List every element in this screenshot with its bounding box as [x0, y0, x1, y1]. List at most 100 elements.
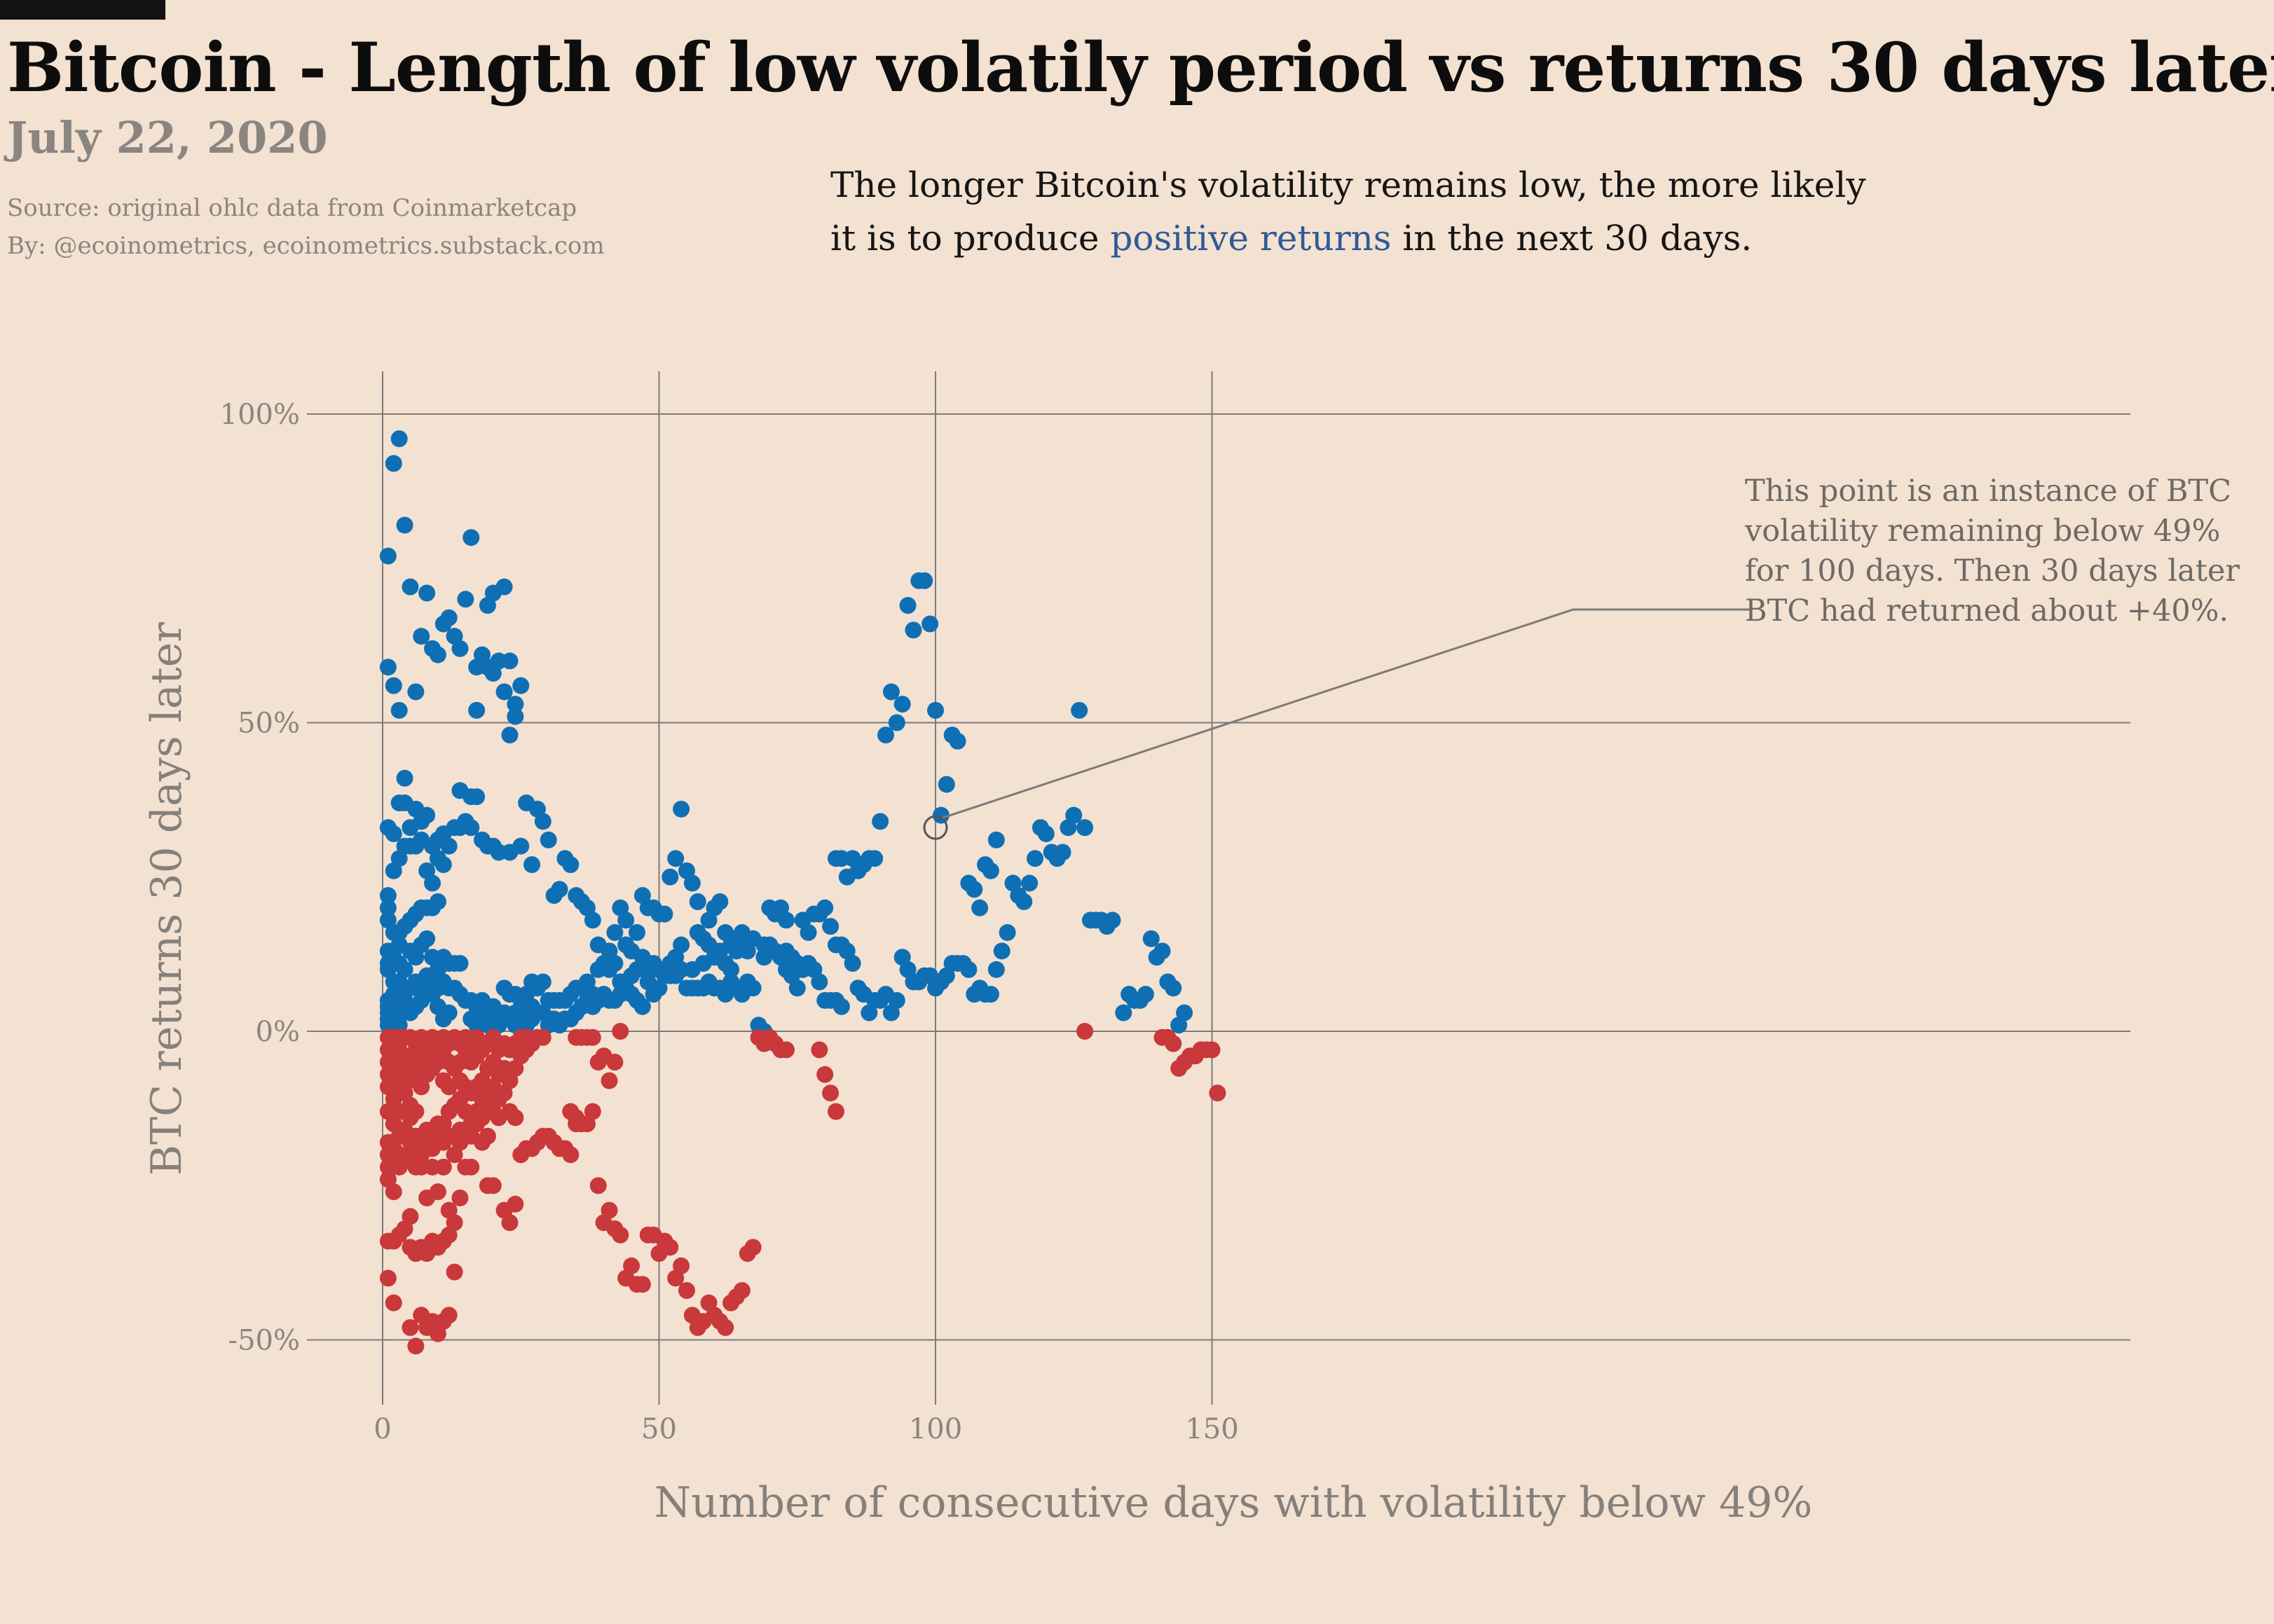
- data-point: [1165, 1035, 1182, 1052]
- data-point: [662, 868, 679, 886]
- data-point: [1076, 819, 1094, 837]
- data-point: [966, 881, 983, 898]
- data-point: [949, 732, 966, 750]
- annotation-leader-line: [942, 608, 1752, 819]
- data-point: [1076, 1023, 1094, 1040]
- data-point: [1037, 825, 1055, 843]
- data-point: [534, 813, 552, 830]
- data-point: [711, 893, 729, 910]
- data-point: [993, 942, 1011, 960]
- data-point: [501, 727, 519, 744]
- data-point: [922, 615, 939, 633]
- data-point: [673, 936, 690, 954]
- data-point: [495, 683, 513, 701]
- data-point: [888, 714, 905, 731]
- data-point: [777, 1041, 795, 1059]
- data-point: [877, 727, 894, 744]
- data-point: [463, 1158, 480, 1176]
- data-point: [424, 874, 441, 892]
- data-point: [667, 850, 685, 867]
- data-point: [440, 609, 458, 626]
- x-tick-label: 150: [1185, 1413, 1238, 1445]
- data-point: [396, 516, 413, 534]
- data-point: [379, 547, 397, 565]
- x-tick-label: 50: [641, 1413, 677, 1445]
- data-point: [1054, 844, 1071, 861]
- data-point: [683, 874, 701, 892]
- annotation-text-line: This point is an instance of BTC: [1745, 474, 2231, 509]
- data-point: [385, 1183, 402, 1201]
- data-point: [822, 1085, 840, 1102]
- data-point: [1027, 850, 1044, 867]
- data-point: [534, 973, 552, 991]
- data-point: [385, 1294, 402, 1312]
- annotation-text-line: volatility remaining below 49%: [1744, 514, 2221, 549]
- y-tick-label: 0%: [256, 1016, 300, 1048]
- y-axis-label: BTC returns 30 days later: [142, 622, 191, 1176]
- data-point: [673, 1257, 690, 1274]
- chart-title: Bitcoin - Length of low volatily period …: [7, 28, 2274, 107]
- data-point: [551, 881, 568, 898]
- data-point: [468, 788, 486, 806]
- data-point: [507, 708, 524, 725]
- data-point: [407, 1103, 425, 1120]
- data-point: [440, 837, 458, 855]
- data-point: [434, 856, 452, 874]
- data-point: [507, 1195, 524, 1213]
- data-point: [379, 899, 397, 916]
- data-point: [457, 591, 474, 608]
- data-point: [484, 1177, 502, 1195]
- data-point: [440, 1307, 458, 1324]
- data-points: [379, 430, 1226, 1355]
- data-point: [390, 701, 408, 719]
- subtitle-line-1: The longer Bitcoin's volatility remains …: [830, 165, 1866, 205]
- data-point: [434, 1158, 452, 1176]
- data-point: [744, 979, 762, 997]
- data-point: [402, 578, 419, 596]
- data-point: [816, 899, 834, 916]
- data-point: [402, 1319, 419, 1336]
- data-point: [468, 701, 486, 719]
- data-point: [1203, 1041, 1221, 1059]
- data-point: [446, 1214, 463, 1232]
- y-tick-label: 50%: [238, 708, 300, 740]
- data-point: [562, 856, 580, 874]
- data-point: [446, 1263, 463, 1281]
- data-point: [385, 677, 402, 694]
- data-point: [501, 652, 519, 670]
- data-point: [722, 961, 740, 978]
- data-point: [402, 1208, 419, 1225]
- data-point: [1065, 806, 1083, 824]
- y-tick-label: 100%: [220, 399, 300, 431]
- data-point: [379, 659, 397, 676]
- annotation: This point is an instance of BTC volatili…: [923, 474, 2240, 840]
- data-point: [982, 862, 999, 879]
- data-point: [612, 1023, 629, 1040]
- data-point: [612, 1226, 629, 1244]
- annotation-text-line: BTC had returned about +40%.: [1745, 593, 2228, 628]
- data-point: [606, 924, 624, 942]
- data-point: [844, 955, 861, 972]
- data-point: [987, 831, 1005, 848]
- data-point: [501, 1214, 519, 1232]
- chart-date: July 22, 2020: [7, 112, 328, 163]
- data-point: [1153, 942, 1171, 960]
- data-point: [385, 825, 402, 843]
- data-point: [584, 1103, 601, 1120]
- data-point: [673, 800, 690, 818]
- corner-accent-bar: [0, 0, 165, 20]
- data-point: [717, 1319, 734, 1336]
- data-point: [744, 1239, 762, 1256]
- data-point: [932, 806, 950, 824]
- data-point: [534, 1028, 552, 1046]
- subtitle-prefix: it is to produce: [830, 218, 1111, 259]
- y-tick-label: -50%: [228, 1325, 300, 1357]
- data-point: [418, 584, 436, 602]
- chart-subtitle: The longer Bitcoin's volatility remains …: [830, 158, 1866, 265]
- data-point: [429, 646, 446, 663]
- subtitle-suffix: in the next 30 days.: [1391, 218, 1753, 259]
- data-point: [822, 918, 840, 935]
- data-point: [678, 1282, 695, 1300]
- data-point: [413, 628, 430, 645]
